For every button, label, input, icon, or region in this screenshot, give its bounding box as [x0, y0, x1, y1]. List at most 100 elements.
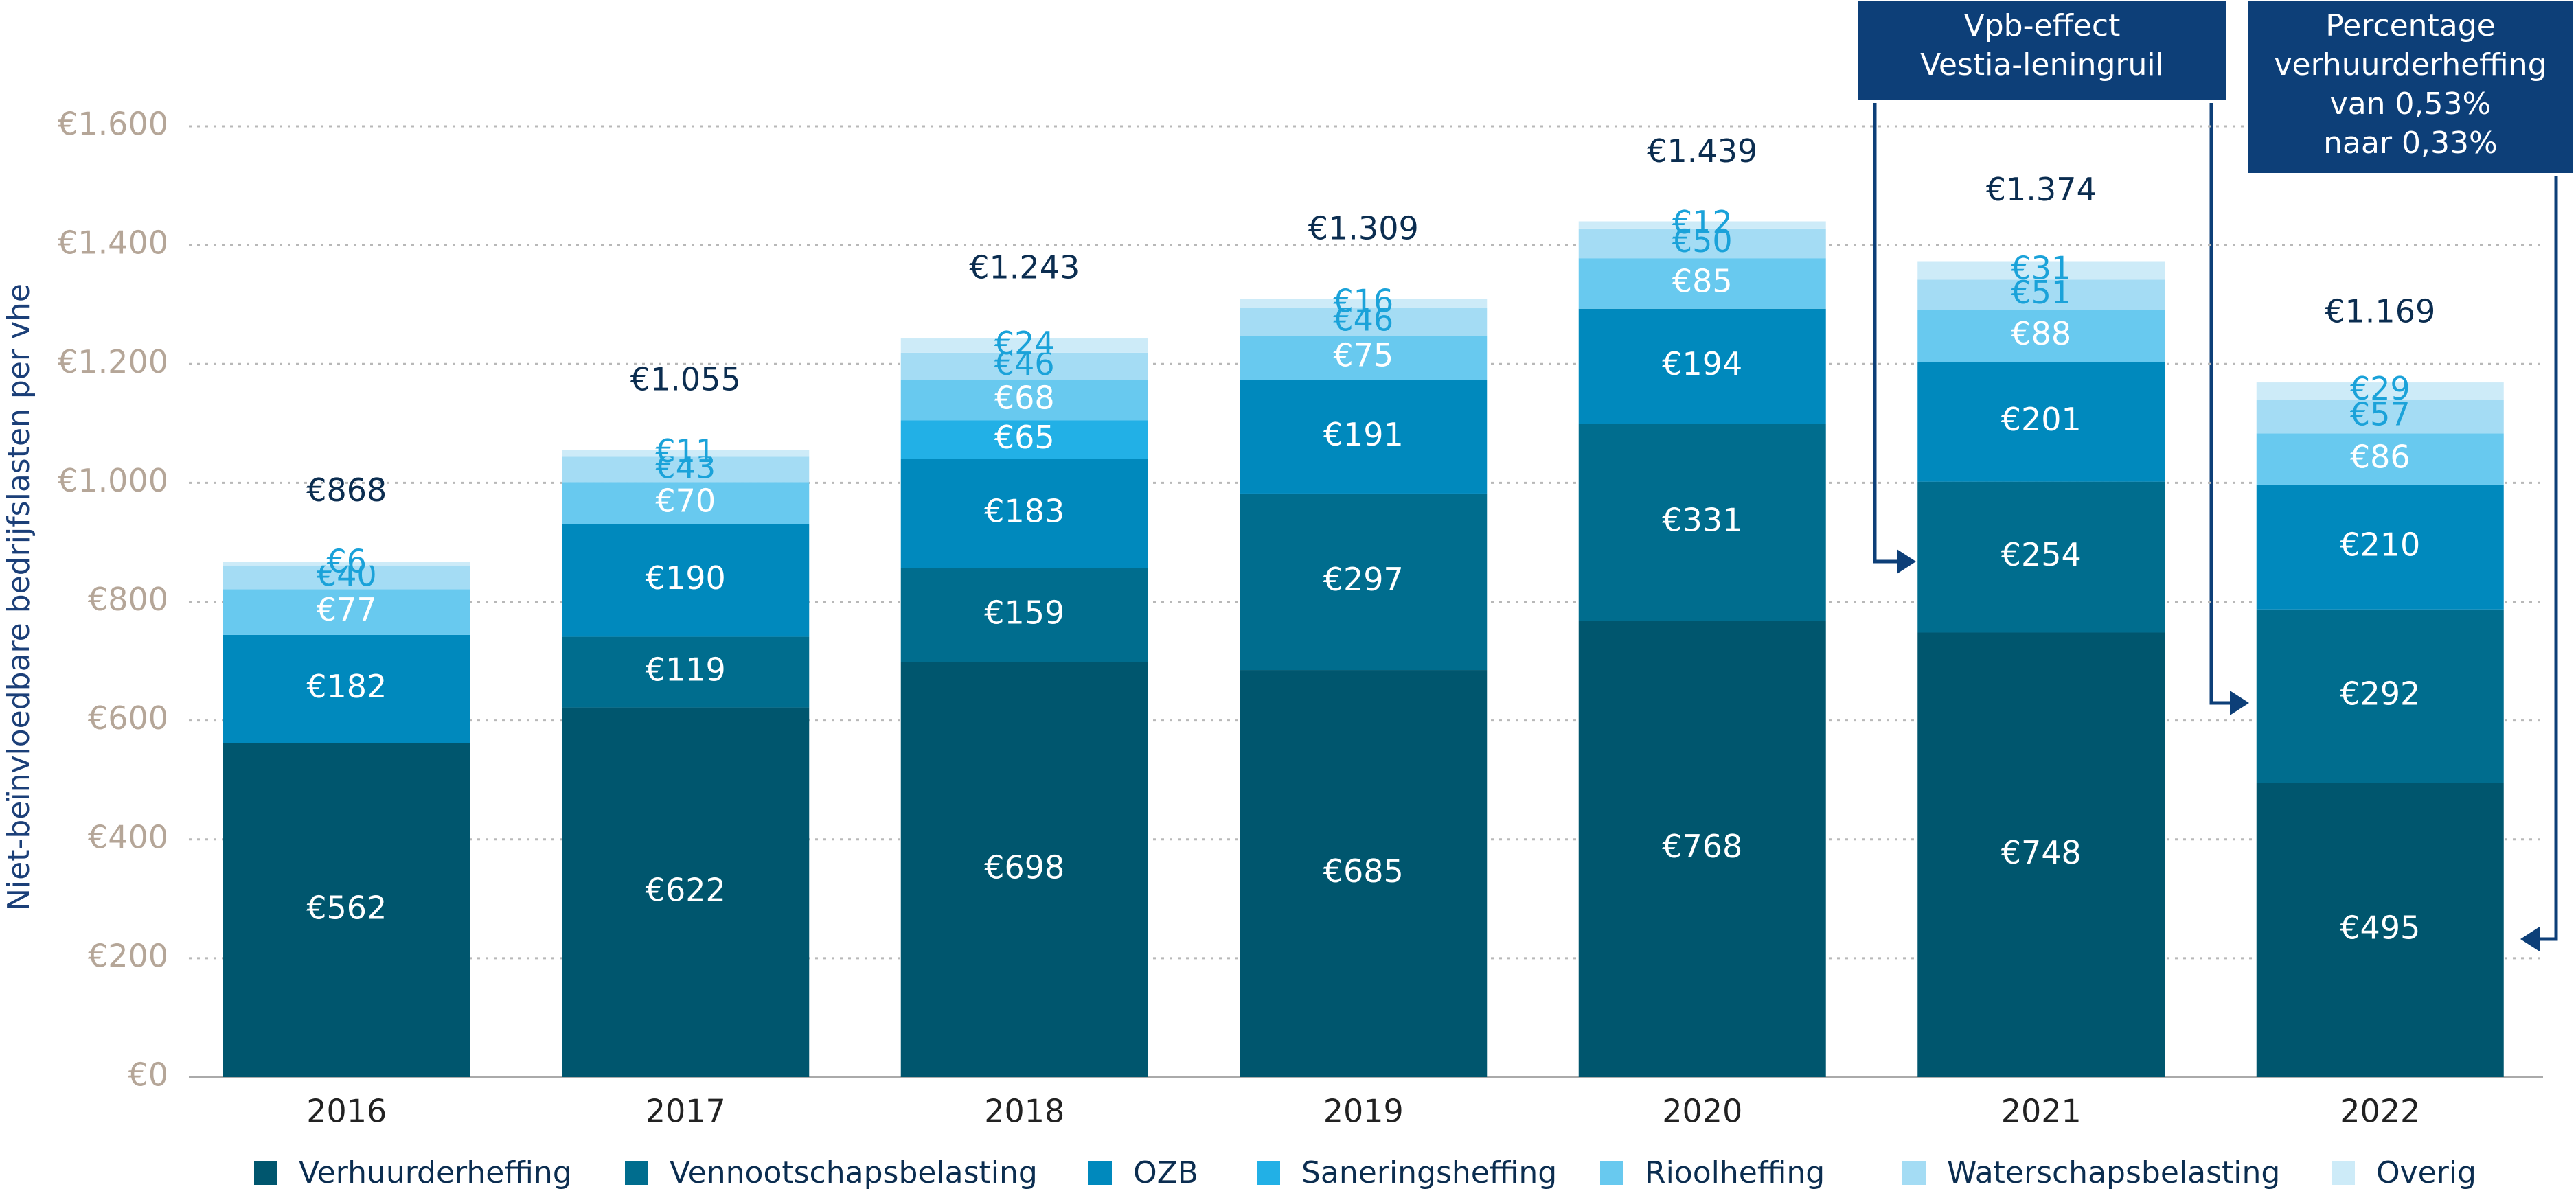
value-label: €86 [2350, 438, 2410, 475]
total-label: €1.309 [1308, 209, 1419, 246]
value-label: €85 [1672, 262, 1733, 299]
bar-segment [2256, 609, 2504, 783]
bar-segment [223, 634, 470, 743]
annotation-box [2246, 0, 2575, 176]
y-tick-label: €1.600 [58, 106, 168, 143]
value-label: €31 [2011, 249, 2071, 286]
value-label: €119 [646, 651, 726, 689]
y-tick-label: €0 [128, 1056, 168, 1094]
value-label: €29 [2350, 370, 2410, 407]
bar-segment [1240, 380, 1488, 494]
total-label: €1.055 [630, 360, 741, 397]
total-label: €1.169 [2325, 293, 2435, 330]
value-label: €57 [2350, 395, 2410, 432]
total-label: €1.439 [1647, 132, 1757, 170]
bar-segment [900, 420, 1148, 459]
bar-segment [1917, 632, 2165, 1077]
bar-segment [223, 562, 470, 566]
bar-segment [562, 707, 810, 1077]
value-label: €622 [646, 871, 726, 908]
y-tick-label: €1.200 [58, 343, 168, 380]
x-tick-label: 2018 [984, 1093, 1064, 1130]
legend-label: Waterschapsbelasting [1947, 1155, 2280, 1190]
bar-segment [223, 589, 470, 635]
value-label: €254 [2001, 536, 2082, 573]
value-label: €77 [317, 591, 377, 628]
value-label: €88 [2011, 315, 2071, 352]
bar-segment [562, 636, 810, 708]
value-label: €70 [655, 482, 716, 519]
bar-segment [1240, 335, 1488, 380]
legend-swatch [1088, 1161, 1112, 1185]
bar-segment [1578, 424, 1826, 621]
value-label: €24 [994, 325, 1055, 362]
value-label: €768 [1662, 828, 1742, 865]
value-label: €12 [1672, 204, 1733, 241]
legend-label: Rioolheffing [1645, 1155, 1825, 1190]
annotation-text: verhuurderheffing [2274, 47, 2546, 82]
legend-swatch [625, 1161, 648, 1185]
legend-label: Vennootschapsbelasting [670, 1155, 1038, 1190]
legend-swatch [1257, 1161, 1280, 1185]
annotation-text: naar 0,33% [2323, 126, 2498, 161]
arrow-head [2230, 691, 2249, 715]
x-tick-label: 2017 [646, 1093, 726, 1130]
legend-swatch [2332, 1161, 2355, 1185]
x-tick-label: 2016 [306, 1093, 387, 1130]
x-tick-label: 2020 [1662, 1093, 1742, 1130]
bar-segment [562, 524, 810, 637]
legend-label: Verhuurderheffing [299, 1155, 572, 1190]
value-label: €698 [984, 848, 1064, 886]
y-tick-label: €1.000 [58, 462, 168, 499]
value-label: €685 [1323, 853, 1404, 890]
bar-segment [1240, 493, 1488, 671]
legend-swatch [1902, 1161, 1926, 1185]
bar-segment [1917, 261, 2165, 280]
value-label: €159 [984, 594, 1064, 631]
total-label: €868 [306, 472, 387, 509]
bar-segment [1578, 228, 1826, 259]
value-label: €297 [1323, 561, 1404, 598]
y-axis-label: Niet-beïnvloedbare bedrijfslasten per vh… [1, 284, 36, 911]
value-label: €65 [994, 419, 1055, 456]
bar-segment [2256, 484, 2504, 610]
bar-segment [1578, 221, 1826, 229]
bar-segment [223, 743, 470, 1077]
bar-segment [562, 450, 810, 457]
y-tick-label: €1.400 [58, 224, 168, 262]
value-label: €51 [2011, 274, 2071, 311]
value-label: €194 [1662, 345, 1742, 382]
legend-label: OZB [1133, 1155, 1198, 1190]
bar-segment [562, 482, 810, 524]
bar-segment [1240, 308, 1488, 336]
bar-segment [1578, 621, 1826, 1077]
bar-segment [2256, 433, 2504, 485]
bar-segment [1578, 258, 1826, 309]
annotation-text: Vpb-effect [1964, 8, 2121, 43]
value-label: €6 [326, 543, 367, 580]
bar-segment [2256, 382, 2504, 400]
value-label: €331 [1662, 501, 1742, 538]
value-label: €11 [655, 432, 716, 470]
value-label: €292 [2340, 675, 2420, 713]
bar-segment [900, 338, 1148, 353]
bar-segment [223, 565, 470, 590]
bar-segment [1240, 299, 1488, 308]
y-tick-label: €200 [88, 937, 168, 974]
annotation-arrows [1873, 102, 2558, 941]
y-tick-label: €800 [88, 581, 168, 618]
value-label: €191 [1323, 416, 1404, 453]
value-label: €201 [2001, 401, 2082, 438]
total-label: €1.374 [1986, 171, 2097, 208]
bar-segment [562, 456, 810, 483]
value-label: €50 [1672, 222, 1733, 259]
bar-segment [1578, 308, 1826, 424]
value-label: €562 [306, 889, 387, 926]
annotation-text: Percentage [2325, 8, 2496, 43]
bar-segment [2256, 400, 2504, 434]
value-label: €190 [646, 559, 726, 597]
arrow-line [2534, 174, 2558, 941]
x-tick-label: 2021 [2001, 1093, 2082, 1130]
value-label: €183 [984, 492, 1064, 529]
